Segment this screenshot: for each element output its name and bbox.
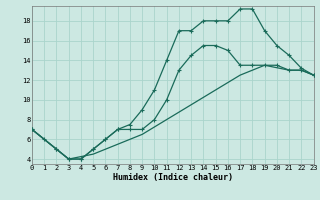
X-axis label: Humidex (Indice chaleur): Humidex (Indice chaleur) (113, 173, 233, 182)
